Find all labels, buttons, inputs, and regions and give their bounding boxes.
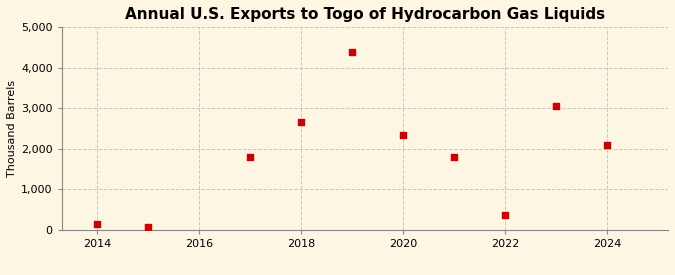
Point: [245, 155, 256, 159]
Point: [500, 212, 510, 217]
Y-axis label: Thousand Barrels: Thousand Barrels: [7, 80, 17, 177]
Point: [398, 132, 408, 137]
Point: [143, 225, 154, 229]
Point: [296, 120, 306, 125]
Point: [551, 104, 562, 108]
Point: [449, 155, 460, 159]
Point: [347, 50, 358, 54]
Point: [92, 221, 103, 226]
Title: Annual U.S. Exports to Togo of Hydrocarbon Gas Liquids: Annual U.S. Exports to Togo of Hydrocarb…: [125, 7, 605, 22]
Point: [601, 142, 612, 147]
